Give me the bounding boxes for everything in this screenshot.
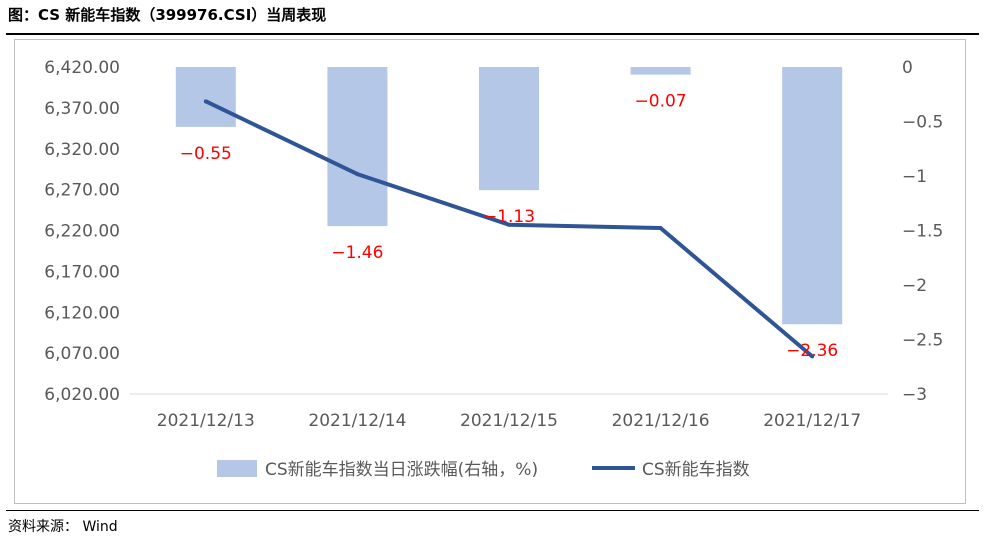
line-point xyxy=(355,172,360,177)
bar-data-label: −1.13 xyxy=(483,207,535,227)
line-series xyxy=(203,99,815,359)
chart-frame xyxy=(14,39,966,504)
x-tick-label: 2021/12/15 xyxy=(460,411,558,431)
legend-bar-label: CS新能车指数当日涨跌幅(右轴，%) xyxy=(265,460,538,480)
line-point xyxy=(810,354,815,359)
source-divider xyxy=(6,510,979,511)
right-axis-ticks: 0 −0.5 −1 −1.5 −2 −2.5 −3 xyxy=(902,58,943,405)
left-tick-label: 6,270.00 xyxy=(44,181,120,201)
left-tick-label: 6,070.00 xyxy=(44,344,120,364)
right-tick-label: −1.5 xyxy=(902,222,943,242)
line-point xyxy=(658,226,663,231)
bar xyxy=(630,67,691,75)
right-tick-label: −2 xyxy=(902,276,927,296)
line-point xyxy=(203,99,208,104)
bar xyxy=(327,67,388,227)
legend: CS新能车指数当日涨跌幅(右轴，%) CS新能车指数 xyxy=(217,460,750,480)
title-divider xyxy=(6,33,979,35)
bar-data-labels: −0.55 −1.46 −1.13 −0.07 −2.36 xyxy=(180,92,839,362)
right-tick-label: −1 xyxy=(902,167,927,187)
right-tick-label: −3 xyxy=(902,385,927,405)
left-tick-label: 6,120.00 xyxy=(44,303,120,323)
legend-line-label: CS新能车指数 xyxy=(642,460,750,480)
bar-data-label: −2.36 xyxy=(786,341,838,361)
bar xyxy=(782,67,843,325)
x-axis-ticks: 2021/12/13 2021/12/14 2021/12/15 2021/12/16… xyxy=(157,411,861,431)
line-point xyxy=(507,222,511,227)
chart-title: 图：CS 新能车指数（399976.CSI）当周表现 xyxy=(8,6,327,24)
left-tick-label: 6,420.00 xyxy=(44,58,120,78)
x-tick-label: 2021/12/16 xyxy=(612,411,710,431)
bar-data-label: −0.55 xyxy=(180,144,232,164)
bar-data-label: −0.07 xyxy=(635,92,687,112)
x-tick-label: 2021/12/14 xyxy=(308,411,406,431)
x-tick-label: 2021/12/13 xyxy=(157,411,255,431)
source-note: 资料来源： Wind xyxy=(8,519,118,535)
left-tick-label: 6,170.00 xyxy=(44,262,120,282)
legend-bar-swatch xyxy=(217,460,257,477)
left-tick-label: 6,220.00 xyxy=(44,222,120,242)
bar xyxy=(175,67,236,127)
x-tick-label: 2021/12/17 xyxy=(763,411,861,431)
bar-data-label: −1.46 xyxy=(331,243,383,263)
left-tick-label: 6,320.00 xyxy=(44,140,120,160)
right-tick-label: −0.5 xyxy=(902,113,943,133)
left-tick-label: 6,020.00 xyxy=(44,385,120,405)
bar-series xyxy=(175,67,843,325)
right-tick-label: 0 xyxy=(902,58,913,78)
right-tick-label: −2.5 xyxy=(902,331,943,351)
left-tick-label: 6,370.00 xyxy=(44,99,120,119)
left-axis-ticks: 6,420.00 6,370.00 6,320.00 6,270.00 6,220.00… xyxy=(44,58,120,405)
bar xyxy=(479,67,539,191)
